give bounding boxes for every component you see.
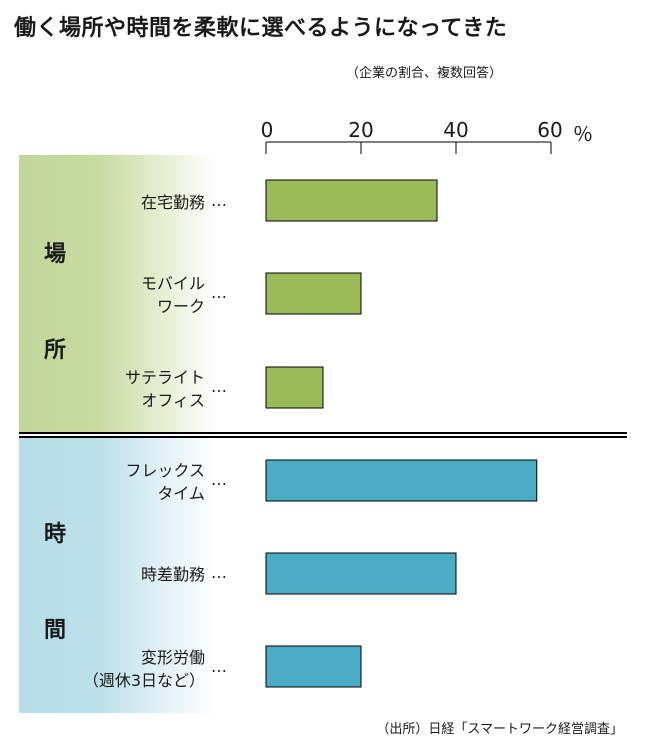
bar-5 [265,645,362,688]
bar-label-5: 変形労働 （週休3日など） [82,648,205,690]
place-group-label-1: 場 [44,242,67,267]
x-axis-unit: ％ [573,122,593,146]
chart-title: 働く場所や時間を柔軟に選べるようになってきた [14,16,508,41]
bar-4 [265,552,457,595]
bar-label-3: フレックス タイム [125,461,205,503]
bar-label-dots-1: … [211,283,227,302]
bar-label-dots-0: … [211,191,227,210]
x-tick-label-0: 0 [260,118,274,142]
bar-2 [265,366,324,409]
group-separator-bottom [19,436,627,438]
chart-subtitle: （企業の割合、複数回答） [346,66,503,81]
time-group-panel [19,437,216,713]
place-group-panel [19,155,216,432]
bar-3 [265,459,538,502]
bar-label-dots-2: … [211,377,227,396]
place-group-label-2: 所 [44,338,67,363]
x-tick-label-20: 20 [348,118,374,142]
source-note: （出所）日経「スマートワーク経営調査」 [376,722,623,737]
time-group-label-1: 時 [44,522,67,547]
bar-label-dots-3: … [211,470,227,489]
bar-0 [265,179,438,222]
bar-label-0: 在宅勤務 [140,193,205,212]
bar-label-dots-4: … [211,563,227,582]
group-separator-top [19,432,627,434]
bar-label-4: 時差勤務 [140,565,205,584]
x-tick-label-40: 40 [443,118,469,142]
x-tick-label-60: 60 [537,118,563,142]
time-group-label-2: 間 [44,618,67,643]
bar-label-2: サテライト オフィス [124,368,205,410]
bar-label-dots-5: … [211,657,227,676]
bar-1 [265,272,362,315]
bar-label-1: モバイル ワーク [140,274,205,316]
